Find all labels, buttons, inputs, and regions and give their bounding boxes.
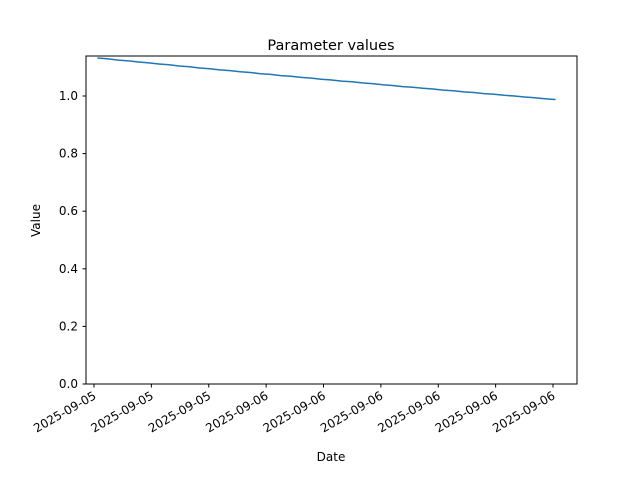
plot-area xyxy=(85,55,578,385)
x-tick-label: 2025-09-06 xyxy=(261,388,328,435)
y-tick-label: 1.0 xyxy=(59,89,78,103)
y-tick-label: 0.2 xyxy=(59,319,78,333)
data-line-series xyxy=(97,57,556,101)
x-axis-ticks: 2025-09-052025-09-052025-09-052025-09-06… xyxy=(31,384,558,435)
x-axis-label: Date xyxy=(317,450,346,464)
x-tick-label: 2025-09-06 xyxy=(318,388,385,435)
y-tick-label: 0.4 xyxy=(59,262,78,276)
x-tick-label: 2025-09-05 xyxy=(88,388,155,435)
y-tick-label: 0.6 xyxy=(59,204,78,218)
y-tick-label: 0.8 xyxy=(59,147,78,161)
y-axis-label: Value xyxy=(29,204,43,237)
chart-title: Parameter values xyxy=(267,38,394,54)
x-tick-label: 2025-09-06 xyxy=(490,388,557,435)
x-tick-label: 2025-09-06 xyxy=(433,388,500,435)
x-tick-label: 2025-09-06 xyxy=(203,388,270,435)
y-axis-ticks: 0.0 0.2 0.4 0.6 0.8 1.0 xyxy=(59,89,86,391)
x-tick-label: 2025-09-05 xyxy=(31,388,98,435)
x-tick-label: 2025-09-05 xyxy=(146,388,213,435)
y-tick-label: 0.0 xyxy=(59,377,78,391)
x-tick-label: 2025-09-06 xyxy=(375,388,442,435)
